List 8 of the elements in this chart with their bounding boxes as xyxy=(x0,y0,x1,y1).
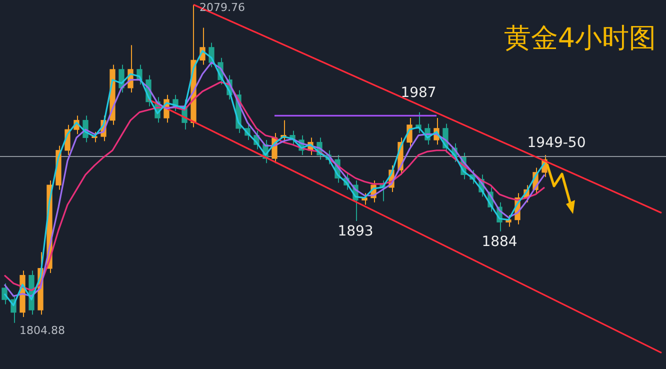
annotation: 1884 xyxy=(482,234,518,250)
annotation: 2079.76 xyxy=(200,0,245,14)
text: 黄金4小时图 xyxy=(504,22,656,56)
annotation: 1804.88 xyxy=(20,324,65,338)
annotation: 1987 xyxy=(400,84,436,101)
ref-line-label: 1949-50 xyxy=(527,135,586,152)
annotation: 1893 xyxy=(338,224,374,240)
candlestick xyxy=(2,282,8,305)
